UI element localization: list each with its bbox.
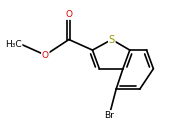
Text: H₃C: H₃C	[5, 40, 22, 49]
Text: S: S	[109, 35, 115, 45]
Text: Br: Br	[104, 111, 114, 120]
Text: O: O	[42, 51, 49, 60]
Text: O: O	[65, 10, 72, 19]
